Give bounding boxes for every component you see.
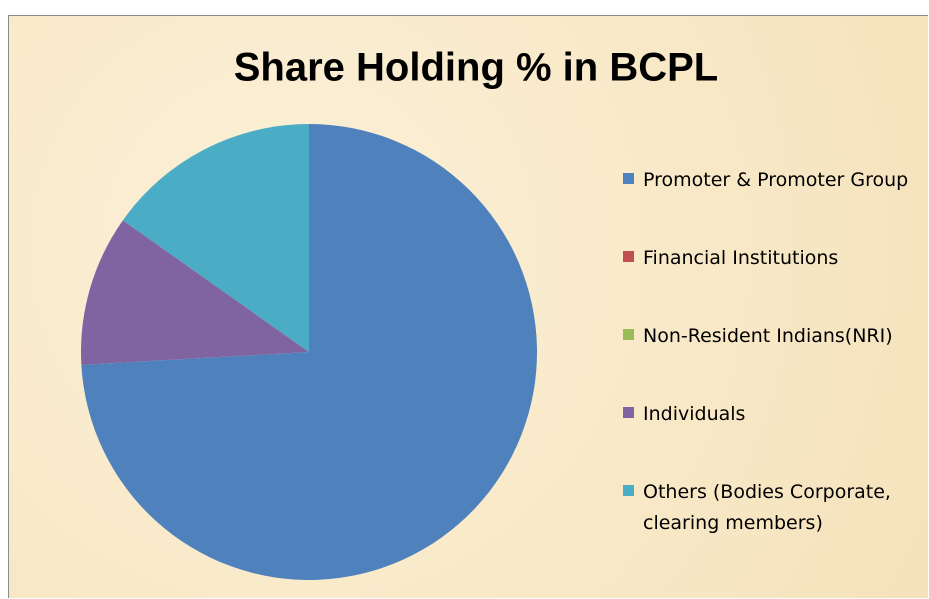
chart-title: Share Holding % in BCPL — [234, 46, 718, 90]
legend-item: Non-Resident Indians(NRI) — [623, 321, 923, 352]
pie-slice — [122, 124, 309, 352]
legend-swatch — [623, 251, 634, 262]
legend-label: Individuals — [643, 403, 746, 425]
legend-item: Individuals — [623, 399, 923, 430]
pie-slice — [81, 220, 309, 365]
legend-swatch — [623, 485, 634, 496]
legend-item: Promoter & Promoter Group — [623, 165, 923, 196]
legend-label: Others (Bodies Corporate, clearing membe… — [643, 481, 891, 534]
legend-item: Financial Institutions — [623, 243, 923, 274]
legend-label: Promoter & Promoter Group — [643, 169, 909, 191]
pie-slice — [81, 124, 537, 581]
legend-label: Non-Resident Indians(NRI) — [643, 325, 893, 347]
legend-label: Financial Institutions — [643, 247, 839, 269]
legend-swatch — [623, 407, 634, 418]
legend-swatch — [623, 173, 634, 184]
legend-item: Others (Bodies Corporate, clearing membe… — [623, 477, 923, 539]
legend-swatch — [623, 329, 634, 340]
